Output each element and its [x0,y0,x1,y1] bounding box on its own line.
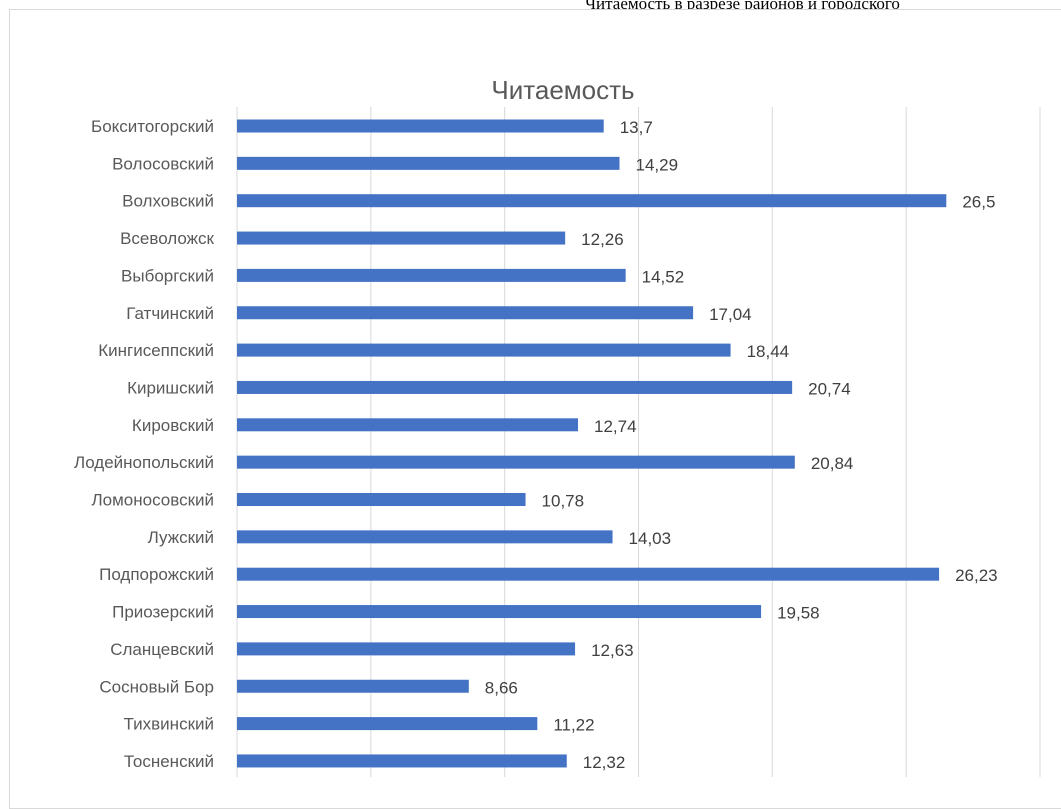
category-label: Киришский [127,378,214,397]
bar [237,530,613,544]
bar [237,455,795,469]
bar [237,418,579,432]
bars [237,119,947,768]
category-label: Кингисеппский [98,341,214,360]
data-label: 19,58 [777,604,820,623]
category-label: Сосновый Бор [99,677,214,696]
bar [237,268,626,282]
bar [237,679,469,693]
category-label: Лодейнопольский [74,453,214,472]
category-label: Сланцевский [110,640,214,659]
data-label: 20,84 [811,454,854,473]
data-label: 20,74 [808,379,851,398]
bar [237,306,694,320]
category-label: Волховский [122,192,214,211]
data-label: 14,29 [635,155,678,174]
data-label: 11,22 [553,716,594,735]
category-label: Подпорожский [99,565,214,584]
category-label: Лужский [148,528,214,547]
data-label: 13,7 [620,118,653,137]
gridlines [236,107,1041,777]
category-label: Приозерский [112,603,214,622]
bar [237,343,731,357]
bar [237,380,793,394]
data-label: 14,03 [629,529,672,548]
category-labels: Бокситогорский Волосовский Волховский Всево… [74,117,215,771]
bar [237,642,576,656]
category-label: Тосненский [124,752,214,771]
data-label: 14,52 [642,267,685,286]
data-label: 26,5 [962,193,995,212]
data-labels: 13,7 14,29 26,5 12,26 14,52 17,04 18,44 20,74 12… [485,118,998,772]
category-label: Бокситогорский [91,117,214,136]
data-label: 10,78 [542,492,585,511]
bar [237,754,567,768]
bar [237,194,947,208]
chart-title: Читаемость [491,75,634,105]
category-label: Волосовский [112,154,214,173]
bar [237,493,526,506]
category-label: Выборгский [121,266,214,285]
bar [237,567,940,581]
data-label: 18,44 [747,342,790,361]
category-label: Кировский [132,416,214,435]
bar [237,231,566,245]
data-label: 12,74 [594,417,637,436]
data-label: 12,32 [583,753,626,772]
data-label: 12,26 [581,230,624,249]
data-label: 17,04 [709,305,752,324]
bar [237,717,538,731]
data-label: 8,66 [485,678,518,697]
category-label: Ломоносовский [91,491,214,510]
data-label: 26,23 [955,566,998,585]
category-label: Всеволожск [120,229,214,248]
bar [237,156,620,170]
category-label: Гатчинский [126,304,214,323]
bar [237,605,762,619]
bar [237,119,604,133]
data-label: 12,63 [591,641,634,660]
category-label: Тихвинский [124,715,214,734]
